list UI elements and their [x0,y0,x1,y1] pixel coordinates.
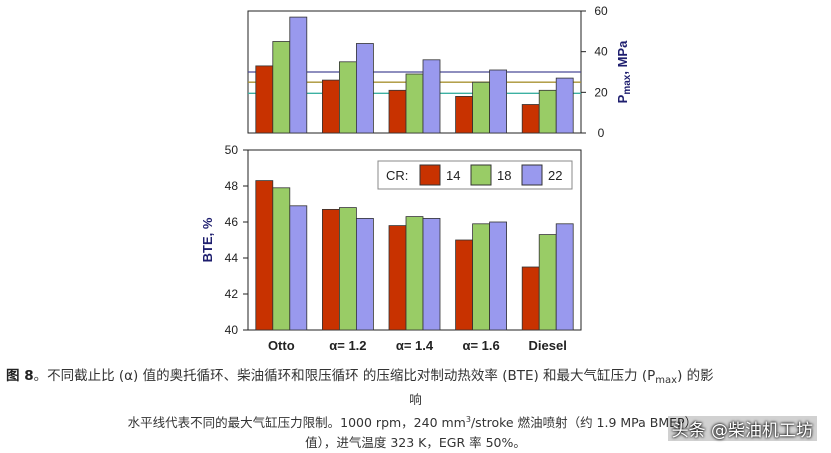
bte-chart: 40 42 44 46 48 50 Otto α= 1.2 α= 1.4 α= 1.6 Diese… [200,143,582,353]
legend-title: CR: [386,168,408,183]
pmax-bar-22-3 [489,69,508,134]
pmax-bar-18-3 [472,81,491,134]
caption-sub-max: max [655,375,678,386]
pmax-tick-label: 40 [594,45,608,59]
pmax-bar-14-3 [455,96,474,134]
pmax-axis-label-unit: , MPa [615,40,630,75]
pmax-tick-label: 0 [598,126,605,140]
caption-wrap-line: 响 [409,392,422,407]
figure-label: 图 8 [6,368,34,384]
legend-label-22: 22 [548,168,562,183]
bte-bar-18-2 [405,216,424,331]
pmax-bar-18-1 [338,61,357,134]
category-label: α= 1.4 [396,338,434,353]
bte-bar-14-2 [388,225,407,331]
legend-swatch-22 [521,164,543,186]
bte-bar-22-2 [422,217,441,331]
figure-caption-continued: 响 水平线代表不同的最大气缸压力限制。1000 rpm，240 mm3/stro… [0,392,831,453]
pmax-bar-18-4 [538,89,557,134]
bte-bar-18-3 [472,223,491,331]
pmax-bar-22-4 [555,77,574,134]
legend-swatch-14 [419,164,441,186]
bte-bar-14-3 [455,239,474,331]
bte-bar-18-0 [272,187,291,331]
bte-bar-14-4 [521,266,540,331]
bte-bar-22-3 [489,221,508,331]
pmax-axis-label-main: P [615,94,630,103]
pmax-bar-14-0 [255,65,274,134]
pmax-bar-22-1 [355,43,374,134]
pmax-bar-22-2 [422,59,441,134]
category-label: α= 1.2 [329,338,366,353]
bte-tick-label: 42 [225,287,239,301]
caption-line-2a: 水平线代表不同的最大气缸压力限制。1000 rpm，240 mm [127,415,466,431]
bte-tick-label: 48 [225,179,239,193]
bte-tick-label: 46 [225,215,239,229]
bte-bar-22-1 [355,217,374,331]
bte-bar-18-1 [338,207,357,331]
pmax-axis-label: Pmax, MPa [615,40,633,103]
pmax-chart: 0 20 40 60 Pmax, MPa [247,4,633,140]
category-label: Diesel [529,338,567,353]
bte-bar-14-0 [255,180,274,331]
bte-tick-label: 50 [225,143,239,157]
category-label: α= 1.6 [462,338,499,353]
legend: CR: 14 18 22 [377,160,573,190]
figure-caption-line-2: 水平线代表不同的最大气缸压力限制。1000 rpm，240 mm3/stroke… [0,410,831,433]
pmax-bar-18-2 [405,73,424,134]
pmax-bar-14-1 [321,79,340,134]
pmax-bar-14-4 [521,104,540,134]
pmax-axis-label-sub: max [622,74,633,94]
pmax-bar-22-0 [289,16,308,134]
bte-bar-18-4 [538,234,557,331]
pmax-tick-label: 20 [594,85,608,99]
figure-caption-line-3: 值），进气温度 323 K，EGR 率 50%。 [305,435,526,451]
caption-text-1: 。不同截止比 (α) 值的奥托循环、柴油循环和限压循环 的压缩比对制动热效率 (… [33,368,656,384]
watermark: 头条 @柴油机工坊 [667,416,817,441]
legend-label-14: 14 [446,168,460,183]
caption-sup-3: 3 [465,415,471,424]
pmax-tick-label: 60 [594,4,608,18]
bte-tick-label: 44 [225,251,239,265]
figure: 0 20 40 60 Pmax, MPa 40 42 44 46 48 50 Otto α= 1.… [200,4,633,353]
pmax-bar-14-2 [388,89,407,134]
bte-axis-label: BTE, % [200,217,215,262]
legend-swatch-18 [470,164,492,186]
legend-label-18: 18 [497,168,511,183]
bte-bar-22-4 [555,223,574,331]
bte-bar-22-0 [289,205,308,331]
figure-caption-line-1: 图 8。不同截止比 (α) 值的奥托循环、柴油循环和限压循环 的压缩比对制动热效… [6,367,828,387]
pmax-bar-18-0 [272,41,291,134]
category-label: Otto [268,338,295,353]
caption-line-2b: /stroke 燃油喷射（约 1.9 MPa BMEP）， [470,415,704,431]
bte-bar-14-1 [321,208,340,331]
bte-tick-label: 40 [225,323,239,337]
caption-text-1-end: ) 的影 [677,368,714,384]
